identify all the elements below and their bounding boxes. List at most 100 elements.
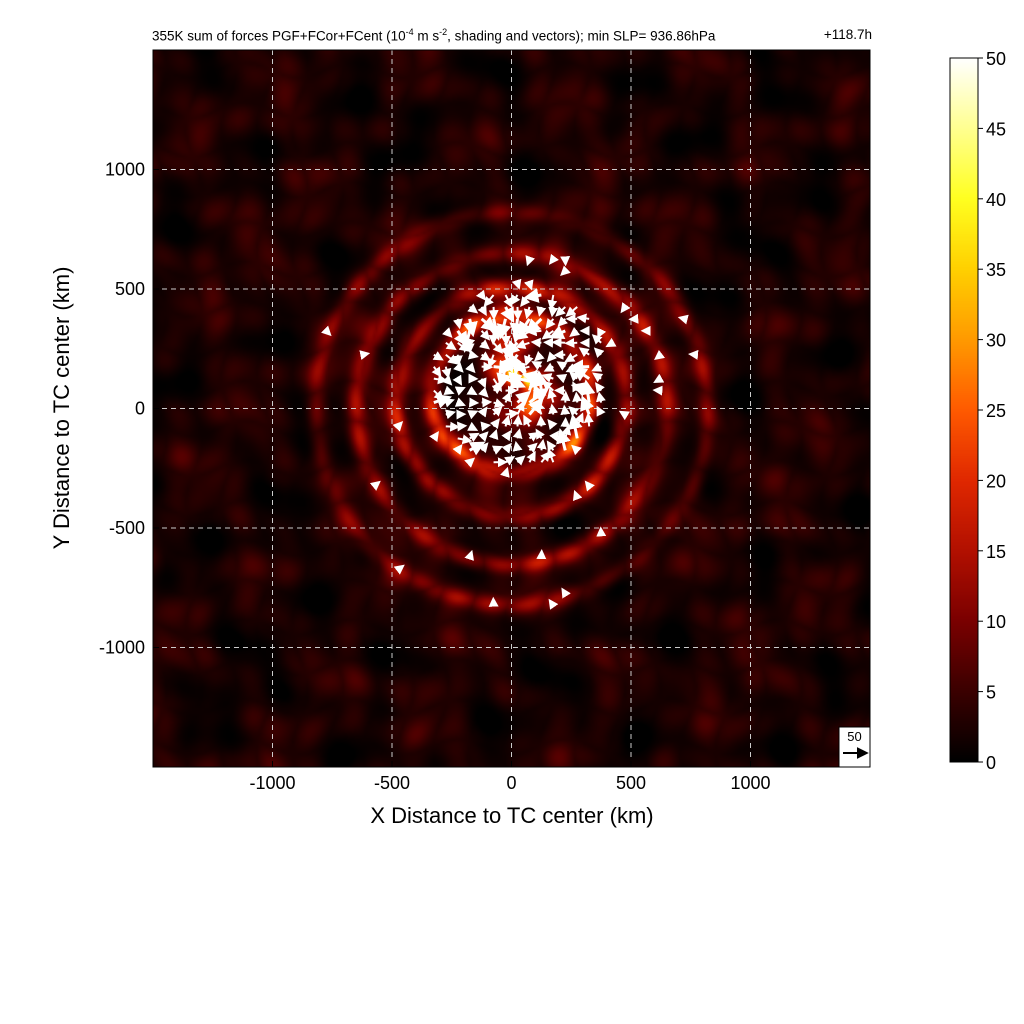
y-tick-label: -500 <box>109 518 145 538</box>
force-vector <box>593 347 605 358</box>
x-tick-label: 0 <box>506 773 516 793</box>
force-vector <box>523 288 542 303</box>
force-vector <box>523 414 533 427</box>
force-vector <box>620 302 631 314</box>
force-vector <box>465 362 476 374</box>
force-vector <box>572 489 583 502</box>
force-vector <box>467 421 479 431</box>
force-vector <box>504 455 516 466</box>
force-vector <box>556 428 571 451</box>
force-vector <box>512 428 523 440</box>
force-vector <box>526 450 536 463</box>
force-vector <box>467 349 479 360</box>
force-vector <box>500 330 511 346</box>
colorbar-tick-label: 10 <box>986 612 1006 632</box>
force-vector <box>524 354 534 367</box>
colorbar-tick-label: 45 <box>986 119 1006 139</box>
title-text-2: m s <box>413 28 440 44</box>
force-vector <box>543 362 555 372</box>
force-vector <box>493 398 505 408</box>
force-vector <box>618 410 630 421</box>
x-tick-label: -500 <box>374 773 410 793</box>
force-vector <box>475 289 487 301</box>
colorbar-tick-label: 5 <box>986 683 996 703</box>
colorbar-tick-label: 15 <box>986 542 1006 562</box>
y-tick-label: 500 <box>115 279 145 299</box>
colorbar-tick-label: 40 <box>986 190 1006 210</box>
heatmap-field <box>153 50 870 767</box>
x-tick-label: -1000 <box>249 773 295 793</box>
force-vector <box>532 384 547 404</box>
force-vector <box>580 395 595 416</box>
force-vector <box>592 372 604 383</box>
y-tick-label: -1000 <box>99 638 145 658</box>
y-axis-label: Y Distance to TC center (km) <box>49 267 74 550</box>
force-vector <box>478 387 489 398</box>
force-vector <box>555 306 566 317</box>
chart-title: 355K sum of forces PGF+FCor+FCent (10-4 … <box>152 27 882 44</box>
force-vector <box>441 366 452 379</box>
force-vector <box>443 385 455 396</box>
force-vector <box>596 405 606 417</box>
force-vector <box>478 431 489 442</box>
force-vector <box>567 413 583 439</box>
force-vector <box>561 424 572 439</box>
force-vector <box>452 374 463 386</box>
force-vector <box>653 373 665 383</box>
reference-vector-label: 50 <box>847 729 861 744</box>
force-vector <box>503 294 513 309</box>
force-vector <box>570 382 590 397</box>
force-vector <box>548 598 559 610</box>
force-vector <box>565 306 578 317</box>
force-vector <box>523 306 534 320</box>
force-vector <box>546 448 557 463</box>
force-vector <box>392 421 404 432</box>
force-vector <box>549 430 560 442</box>
force-vector <box>359 350 371 360</box>
force-vector <box>546 351 558 363</box>
force-vector <box>464 549 474 561</box>
force-vector <box>525 255 535 267</box>
reference-vector-key: 50 <box>838 726 871 768</box>
force-vector <box>452 318 463 330</box>
force-vector <box>547 388 557 403</box>
force-vector <box>591 334 603 345</box>
force-vector <box>556 361 568 371</box>
force-vector <box>477 304 487 317</box>
y-tick-label: 1000 <box>105 160 145 180</box>
force-vector <box>479 351 491 362</box>
force-vector <box>512 440 523 452</box>
colorbar-ticks: 0 5 10 15 20 25 30 35 40 45 50 <box>978 49 1006 773</box>
force-vector <box>431 366 442 378</box>
force-vector <box>500 466 510 478</box>
force-vector <box>571 444 582 456</box>
force-vector <box>479 339 490 350</box>
force-vector <box>526 442 538 454</box>
force-vector <box>479 329 491 341</box>
force-vector <box>527 432 539 442</box>
force-vector <box>467 410 479 420</box>
force-vector <box>433 389 445 401</box>
force-vector <box>530 337 542 348</box>
colorbar-tick-label: 20 <box>986 471 1006 491</box>
force-vector <box>320 325 332 337</box>
force-vector <box>536 438 547 451</box>
force-vector <box>464 457 476 468</box>
force-vector <box>545 318 556 330</box>
force-vector <box>560 404 571 416</box>
force-vector <box>536 306 547 317</box>
force-vector <box>594 382 605 394</box>
force-vector <box>548 253 559 265</box>
axes: -1000 -500 0 500 1000 -1000 -500 0 500 1000 <box>99 160 771 794</box>
x-axis-label: X Distance to TC center (km) <box>370 803 653 828</box>
force-vector <box>515 339 530 350</box>
force-vector <box>583 412 594 427</box>
force-vector <box>467 303 479 314</box>
force-vector <box>574 412 584 427</box>
force-vector <box>468 432 480 443</box>
force-vector <box>429 431 439 443</box>
grid-lines <box>153 50 870 767</box>
force-vectors <box>320 253 699 610</box>
force-vector <box>531 361 543 371</box>
colorbar-tick-label: 0 <box>986 753 996 773</box>
